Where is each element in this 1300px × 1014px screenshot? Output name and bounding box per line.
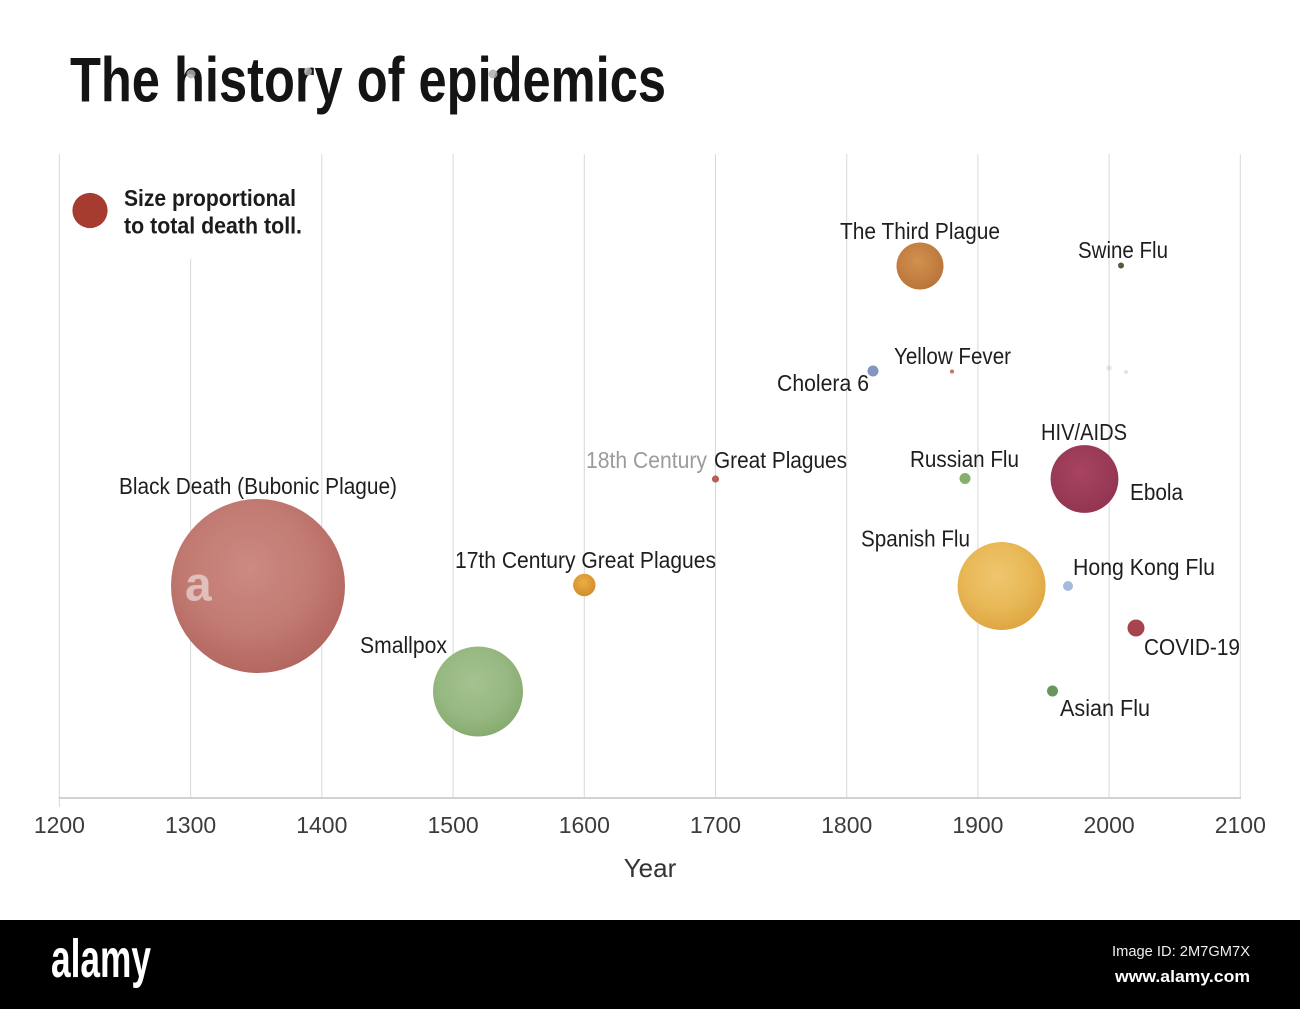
svg-text:Size proportional: Size proportional — [124, 185, 296, 211]
svg-text:2000: 2000 — [1084, 812, 1135, 838]
svg-text:1500: 1500 — [428, 812, 479, 838]
svg-text:1200: 1200 — [34, 812, 85, 838]
svg-text:alamy: alamy — [51, 928, 151, 988]
svg-text:1700: 1700 — [690, 812, 741, 838]
svg-text:1300: 1300 — [165, 812, 216, 838]
svg-text:Image ID: 2M7GM7X: Image ID: 2M7GM7X — [1112, 944, 1250, 960]
svg-text:Russian Flu: Russian Flu — [910, 446, 1019, 472]
svg-text:Hong Kong Flu: Hong Kong Flu — [1073, 554, 1215, 580]
svg-text:1900: 1900 — [952, 812, 1003, 838]
svg-text:COVID-19: COVID-19 — [1144, 634, 1240, 660]
svg-text:The history of epidemics: The history of epidemics — [70, 46, 666, 116]
svg-text:Spanish Flu: Spanish Flu — [861, 526, 970, 552]
svg-text:Yellow Fever: Yellow Fever — [894, 343, 1011, 369]
svg-text:Cholera 6: Cholera 6 — [777, 370, 869, 396]
svg-text:to total death toll.: to total death toll. — [124, 213, 302, 239]
svg-text:Smallpox: Smallpox — [360, 632, 447, 658]
svg-text:1800: 1800 — [821, 812, 872, 838]
svg-text:Swine Flu: Swine Flu — [1078, 237, 1168, 263]
svg-text:a: a — [185, 559, 212, 612]
svg-text:Ebola: Ebola — [1130, 479, 1183, 505]
svg-text:Black Death (Bubonic Plague): Black Death (Bubonic Plague) — [119, 473, 397, 499]
svg-text:HIV/AIDS: HIV/AIDS — [1041, 419, 1127, 445]
svg-text:The Third Plague: The Third Plague — [840, 218, 1000, 244]
svg-text:Asian Flu: Asian Flu — [1060, 695, 1150, 721]
svg-text:2100: 2100 — [1215, 812, 1266, 838]
svg-text:Year: Year — [624, 853, 677, 883]
svg-text:www.alamy.com: www.alamy.com — [1114, 968, 1250, 986]
svg-text:17th Century Great Plagues: 17th Century Great Plagues — [455, 547, 716, 573]
svg-text:1600: 1600 — [559, 812, 610, 838]
svg-text:1400: 1400 — [296, 812, 347, 838]
svg-text:18th Century: 18th Century — [586, 447, 707, 473]
svg-text:Great Plagues: Great Plagues — [714, 447, 847, 473]
